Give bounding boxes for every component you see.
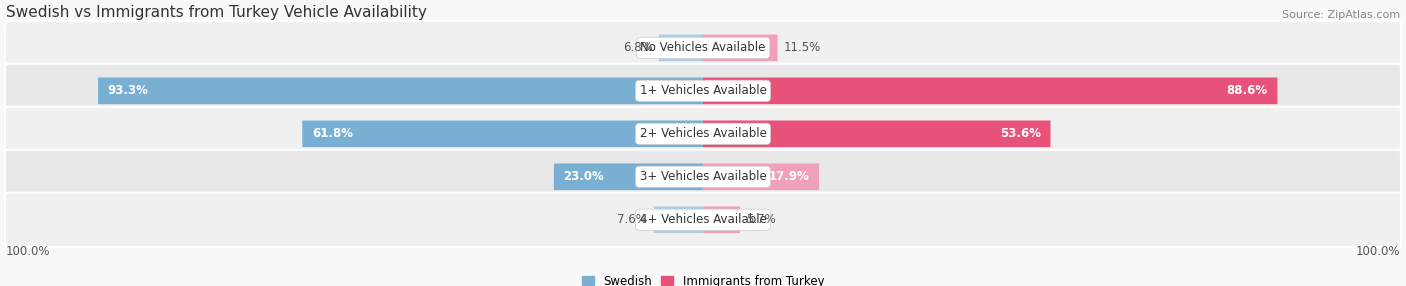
FancyBboxPatch shape [6, 21, 1400, 75]
FancyBboxPatch shape [6, 64, 1400, 118]
FancyBboxPatch shape [703, 120, 1050, 147]
Text: 4+ Vehicles Available: 4+ Vehicles Available [640, 213, 766, 226]
FancyBboxPatch shape [703, 78, 1278, 104]
FancyBboxPatch shape [554, 164, 703, 190]
Text: 100.0%: 100.0% [6, 245, 51, 259]
Legend: Swedish, Immigrants from Turkey: Swedish, Immigrants from Turkey [582, 275, 824, 286]
FancyBboxPatch shape [659, 35, 703, 61]
Text: No Vehicles Available: No Vehicles Available [640, 41, 766, 54]
Text: 53.6%: 53.6% [1000, 127, 1040, 140]
Text: 6.8%: 6.8% [623, 41, 652, 54]
FancyBboxPatch shape [654, 206, 703, 233]
Text: 88.6%: 88.6% [1226, 84, 1268, 97]
Text: 93.3%: 93.3% [108, 84, 149, 97]
Text: 100.0%: 100.0% [1355, 245, 1400, 259]
FancyBboxPatch shape [6, 193, 1400, 247]
Text: 17.9%: 17.9% [769, 170, 810, 183]
Text: Source: ZipAtlas.com: Source: ZipAtlas.com [1282, 10, 1400, 20]
FancyBboxPatch shape [302, 120, 703, 147]
FancyBboxPatch shape [703, 164, 820, 190]
FancyBboxPatch shape [98, 78, 703, 104]
FancyBboxPatch shape [703, 206, 740, 233]
Text: 3+ Vehicles Available: 3+ Vehicles Available [640, 170, 766, 183]
Text: 61.8%: 61.8% [312, 127, 353, 140]
Text: 1+ Vehicles Available: 1+ Vehicles Available [640, 84, 766, 97]
FancyBboxPatch shape [6, 107, 1400, 161]
Text: 7.6%: 7.6% [617, 213, 647, 226]
Text: 23.0%: 23.0% [564, 170, 605, 183]
FancyBboxPatch shape [703, 35, 778, 61]
Text: 2+ Vehicles Available: 2+ Vehicles Available [640, 127, 766, 140]
Text: Swedish vs Immigrants from Turkey Vehicle Availability: Swedish vs Immigrants from Turkey Vehicl… [6, 5, 427, 20]
Text: 11.5%: 11.5% [785, 41, 821, 54]
FancyBboxPatch shape [6, 150, 1400, 204]
Text: 5.7%: 5.7% [747, 213, 776, 226]
